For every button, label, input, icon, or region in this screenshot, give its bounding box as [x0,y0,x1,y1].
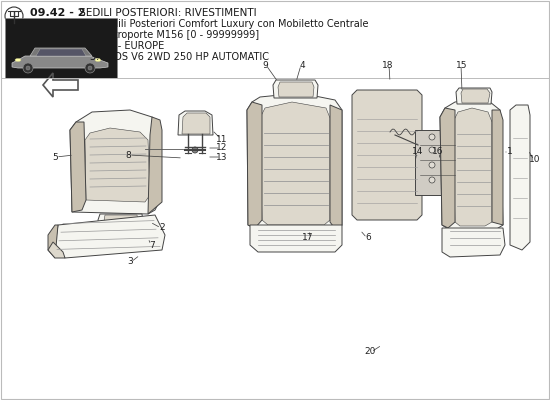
Text: 2: 2 [159,224,165,232]
Polygon shape [48,242,65,258]
Ellipse shape [15,58,21,62]
Text: 14: 14 [412,148,424,156]
Polygon shape [510,105,530,250]
Circle shape [429,162,435,168]
Text: 5: 5 [52,152,58,162]
Text: SEDILI POSTERIORI: RIVESTIMENTI: SEDILI POSTERIORI: RIVESTIMENTI [76,8,257,18]
Circle shape [429,134,435,140]
Text: 20: 20 [364,348,376,356]
Polygon shape [440,100,503,230]
Circle shape [85,63,95,73]
Circle shape [429,147,435,153]
Text: 16: 16 [432,148,444,156]
Polygon shape [98,214,143,228]
Polygon shape [178,111,213,135]
Text: 12: 12 [216,144,228,152]
Polygon shape [492,110,503,225]
Circle shape [23,63,33,73]
Text: 6: 6 [365,234,371,242]
Polygon shape [273,80,318,98]
Text: 11: 11 [216,134,228,144]
Circle shape [26,66,30,70]
Polygon shape [182,113,210,134]
Polygon shape [278,82,314,97]
Polygon shape [104,215,138,226]
Circle shape [429,177,435,183]
Text: 8: 8 [125,150,131,160]
Text: 3.0 TDS V6 2WD 250 HP AUTOMATIC: 3.0 TDS V6 2WD 250 HP AUTOMATIC [90,52,269,62]
Polygon shape [456,88,492,104]
Polygon shape [250,225,342,252]
Circle shape [192,147,198,153]
Polygon shape [148,117,162,214]
Text: 2014 - EUROPE: 2014 - EUROPE [90,41,164,51]
Text: 1: 1 [507,148,513,156]
Circle shape [88,66,92,70]
Polygon shape [12,56,108,68]
Polygon shape [453,108,492,226]
Polygon shape [440,108,455,228]
Polygon shape [247,94,342,230]
Text: 4: 4 [299,60,305,70]
Text: 7: 7 [149,240,155,250]
Text: 17: 17 [302,234,313,242]
Ellipse shape [95,58,101,62]
Polygon shape [247,102,262,228]
Text: 18: 18 [382,60,394,70]
Polygon shape [48,225,58,258]
Text: Quattroporte M156 [0 - 99999999]: Quattroporte M156 [0 - 99999999] [90,30,259,40]
Bar [415,130,460,195]
Polygon shape [36,49,86,56]
Polygon shape [352,90,422,220]
Polygon shape [260,102,330,225]
Polygon shape [55,215,165,258]
Text: 13: 13 [216,152,228,162]
Text: 09.42 - 2: 09.42 - 2 [30,8,85,18]
Polygon shape [442,228,505,257]
Text: 9: 9 [262,60,268,70]
Text: Presente con: Sedili Posteriori Comfort Luxury con Mobiletto Centrale: Presente con: Sedili Posteriori Comfort … [30,19,368,29]
Polygon shape [330,105,342,230]
Polygon shape [85,128,150,202]
Text: 3: 3 [127,258,133,266]
Text: 15: 15 [456,60,468,70]
Bar [5,18,117,78]
Polygon shape [70,110,160,214]
Polygon shape [30,48,92,56]
Polygon shape [461,89,490,103]
Polygon shape [70,122,86,212]
Text: 10: 10 [529,156,541,164]
